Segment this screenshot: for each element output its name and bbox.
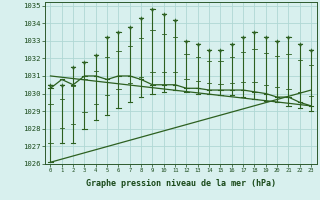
X-axis label: Graphe pression niveau de la mer (hPa): Graphe pression niveau de la mer (hPa)	[86, 179, 276, 188]
